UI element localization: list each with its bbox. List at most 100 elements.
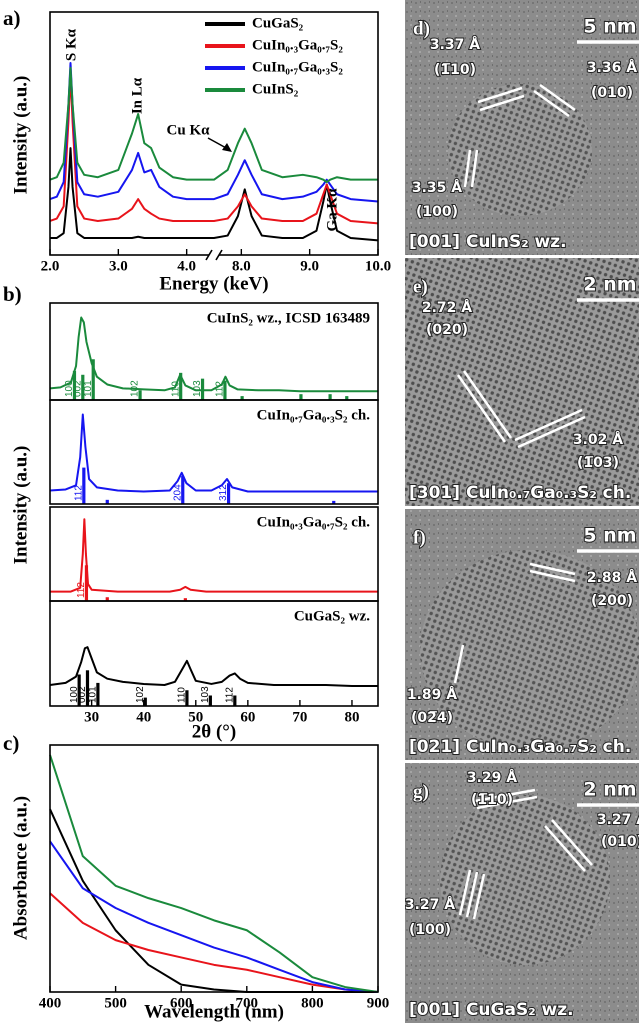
reference-stick <box>138 390 142 400</box>
x-tick-label: 9.0 <box>300 258 319 274</box>
panel-label: c) <box>3 731 19 755</box>
reference-stick <box>91 359 95 400</box>
stick-label: 101 <box>83 380 94 397</box>
miller-index: (02̅4) <box>411 710 453 726</box>
peak-annotation: Ga Kα <box>324 188 340 232</box>
panel-label: b) <box>3 282 22 306</box>
reference-stick <box>85 670 90 706</box>
lattice-marker <box>479 94 525 112</box>
tem-image: g) 2 nm 3.29 Å (1̅10) 3.27 Å (010) 3.27 Å (100)… <box>405 763 639 1023</box>
lattice-marker <box>517 415 586 449</box>
reference-stick <box>223 380 227 400</box>
lattice-marker <box>529 562 576 576</box>
legend-label: CuInS₂ <box>252 81 299 97</box>
miller-index: (010) <box>601 834 639 850</box>
miller-index: (1̅10) <box>471 792 513 808</box>
d-spacing: 2.72 Å <box>422 299 472 316</box>
d-spacing: 3.36 Å <box>587 59 637 76</box>
image-label: d) <box>413 18 430 39</box>
d-spacing: 3.27 Å <box>597 811 639 828</box>
nanoparticle <box>448 84 592 216</box>
lattice-marker <box>458 869 472 916</box>
series-label: CuIn₀.₇Ga₀.₃S₂ ch. <box>257 407 371 423</box>
legend-label: CuGaS₂ <box>252 15 304 31</box>
image-label: e) <box>413 276 428 297</box>
reference-stick <box>233 695 237 706</box>
y-axis-label: Intensity (a.u.) <box>10 446 31 565</box>
scale-bar-label: 2 nm <box>583 779 636 801</box>
lattice-marker <box>544 825 586 872</box>
lattice-marker <box>462 370 513 439</box>
series-label: CuGaS₂ wz. <box>294 608 370 624</box>
miller-index: (200) <box>591 593 633 609</box>
miller-index: (020) <box>426 322 468 338</box>
zone-axis-caption: [001] CuInS₂ wz. <box>409 232 567 252</box>
zone-axis-caption: [301] CuIn₀.₇Ga₀.₃S₂ ch. <box>409 483 631 503</box>
x-tick-label: 80 <box>344 709 359 725</box>
reference-stick <box>328 394 332 400</box>
x-tick-label: 400 <box>39 995 62 1011</box>
data-line <box>49 754 379 993</box>
stick-label: 110 <box>170 381 181 397</box>
lattice-marker <box>551 819 593 866</box>
nanoparticle <box>440 795 610 965</box>
legend-label: CuIn₀.₇Ga₀.₃S₂ <box>252 59 343 75</box>
x-tick-label: 600 <box>170 995 193 1011</box>
d-spacing: 3.27 Å <box>405 896 455 913</box>
stick-label: 312 <box>218 484 229 501</box>
d-spacing: 2.88 Å <box>587 569 637 586</box>
x-tick-label: 50 <box>188 709 203 725</box>
stick-label: 100 <box>69 686 80 703</box>
stick-label: 112 <box>73 485 84 501</box>
peak-annotation: Cu Kα <box>167 122 211 138</box>
stick-label: 102 <box>130 380 141 397</box>
d-spacing: 3.29 Å <box>467 769 517 786</box>
reference-stick <box>185 690 189 706</box>
stick-label: 101 <box>88 686 99 703</box>
reference-stick <box>81 374 85 400</box>
stick-label: 100 <box>64 380 75 397</box>
reference-stick <box>82 467 86 504</box>
x-tick-label: 900 <box>367 995 390 1011</box>
zone-axis-caption: [001] CuGaS₂ wz. <box>409 1000 574 1020</box>
data-line <box>49 892 379 993</box>
miller-index: (1̅03) <box>577 455 619 471</box>
stick-label: 103 <box>200 686 211 703</box>
stick-label: 002 <box>77 686 88 703</box>
axis-break <box>205 249 223 261</box>
reference-stick <box>72 370 77 400</box>
scale-bar-label: 5 nm <box>583 16 636 38</box>
data-line <box>50 147 379 242</box>
reference-stick <box>208 695 212 706</box>
data-line <box>49 66 378 184</box>
miller-index: (010) <box>591 85 633 101</box>
data-line <box>49 71 379 225</box>
lattice-marker <box>514 408 583 442</box>
x-tick-label: 40 <box>136 709 151 725</box>
reference-stick <box>200 378 205 400</box>
d-spacing: 1.89 Å <box>407 686 457 703</box>
reference-stick <box>84 565 89 601</box>
series-label: CuIn₀.₃Ga₀.₇S₂ ch. <box>257 514 371 530</box>
x-tick-label: 8.0 <box>232 258 251 274</box>
plot-frame <box>49 600 379 707</box>
data-line <box>49 646 378 688</box>
reference-stick <box>77 674 81 706</box>
x-axis-label: Wavelength (nm) <box>144 1001 284 1022</box>
miller-index: (1̅10) <box>434 62 476 78</box>
reference-stick <box>345 396 349 400</box>
zone-axis-caption: [021] CuIn₀.₃Ga₀.₇S₂ ch. <box>409 737 631 757</box>
peak-annotation: In Lα <box>129 77 145 114</box>
lattice-marker <box>477 86 523 104</box>
reference-stick <box>105 499 109 504</box>
miller-index: (100) <box>409 922 451 938</box>
stick-label: 112 <box>224 687 235 703</box>
d-spacing: 3.35 Å <box>412 179 462 196</box>
x-tick-label: 2.0 <box>41 258 60 274</box>
stick-label: 112 <box>76 582 87 598</box>
reference-stick <box>226 483 231 504</box>
scale-bar-label: 5 nm <box>583 525 636 547</box>
data-line <box>49 413 378 493</box>
reference-stick <box>240 396 244 400</box>
x-tick-label: 500 <box>104 995 127 1011</box>
